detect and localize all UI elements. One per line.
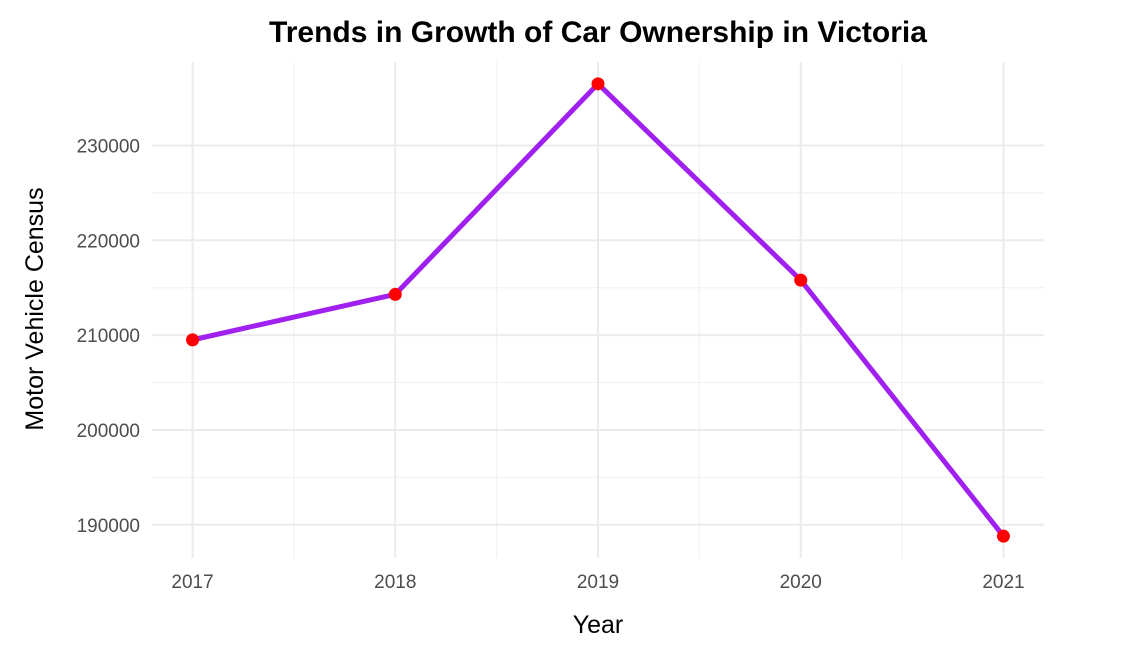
y-tick-label: 220000 [77, 231, 140, 252]
x-tick-label: 2020 [780, 572, 822, 593]
data-point [591, 77, 605, 91]
data-point [996, 529, 1010, 543]
data-point [186, 333, 200, 347]
chart-title: Trends in Growth of Car Ownership in Vic… [269, 16, 927, 49]
y-tick-label: 230000 [77, 136, 140, 157]
x-tick-label: 2019 [577, 572, 619, 593]
data-point [794, 273, 808, 287]
x-axis-ticks: 2017 2018 2019 2020 2021 [171, 572, 1024, 593]
y-axis-ticks: 190000 200000 210000 220000 230000 [77, 136, 140, 536]
x-tick-label: 2018 [374, 572, 416, 593]
y-tick-label: 210000 [77, 326, 140, 347]
y-tick-label: 190000 [77, 516, 140, 537]
y-tick-label: 200000 [77, 421, 140, 442]
grid-lines [152, 62, 1044, 558]
y-axis-title: Motor Vehicle Census [21, 187, 49, 430]
x-tick-label: 2017 [171, 572, 213, 593]
x-axis-title: Year [573, 611, 624, 639]
data-series [186, 77, 1010, 543]
x-tick-label: 2021 [982, 572, 1024, 593]
data-point [388, 287, 402, 301]
